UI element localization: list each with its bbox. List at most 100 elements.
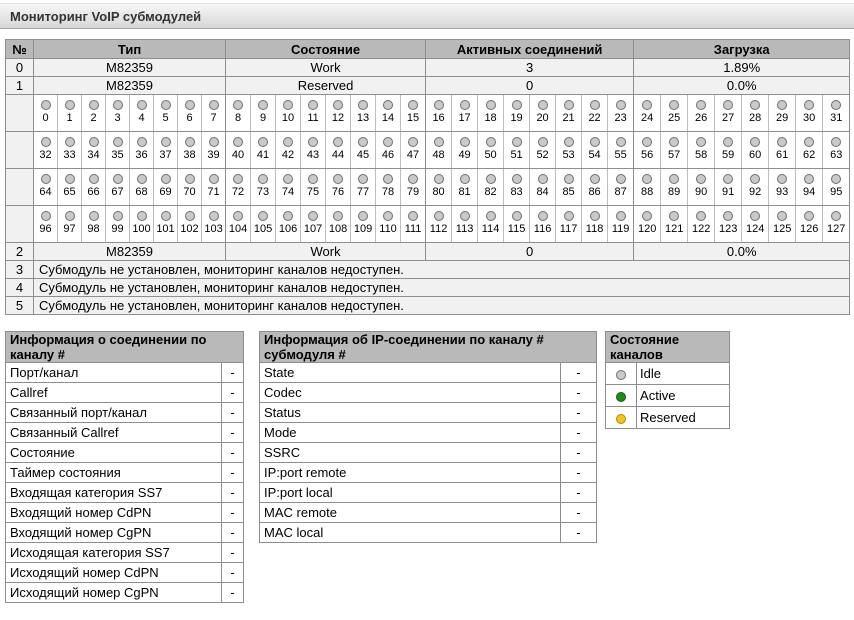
channel-cell-62[interactable]: 62: [795, 131, 824, 169]
channel-cell-6[interactable]: 6: [177, 94, 202, 132]
channel-cell-38[interactable]: 38: [177, 131, 202, 169]
channel-cell-79[interactable]: 79: [400, 168, 427, 206]
channel-cell-19[interactable]: 19: [503, 94, 531, 132]
channel-cell-72[interactable]: 72: [225, 168, 252, 206]
channel-cell-46[interactable]: 46: [375, 131, 402, 169]
channel-cell-25[interactable]: 25: [660, 94, 689, 132]
channel-cell-81[interactable]: 81: [451, 168, 479, 206]
channel-cell-22[interactable]: 22: [581, 94, 609, 132]
channel-cell-47[interactable]: 47: [400, 131, 427, 169]
channel-cell-55[interactable]: 55: [607, 131, 635, 169]
channel-cell-86[interactable]: 86: [581, 168, 609, 206]
channel-cell-42[interactable]: 42: [275, 131, 302, 169]
channel-cell-32[interactable]: 32: [33, 131, 58, 169]
channel-cell-1[interactable]: 1: [57, 94, 82, 132]
channel-cell-64[interactable]: 64: [33, 168, 58, 206]
channel-cell-15[interactable]: 15: [400, 94, 427, 132]
channel-cell-121[interactable]: 121: [660, 205, 689, 243]
channel-cell-54[interactable]: 54: [581, 131, 609, 169]
channel-cell-126[interactable]: 126: [795, 205, 824, 243]
channel-cell-49[interactable]: 49: [451, 131, 479, 169]
channel-cell-100[interactable]: 100: [129, 205, 154, 243]
channel-cell-61[interactable]: 61: [768, 131, 797, 169]
channel-cell-127[interactable]: 127: [822, 205, 851, 243]
channel-cell-24[interactable]: 24: [633, 94, 662, 132]
channel-cell-125[interactable]: 125: [768, 205, 797, 243]
submodule-row-1[interactable]: 1 M82359 Reserved 0 0.0%: [5, 76, 851, 95]
channel-cell-104[interactable]: 104: [225, 205, 252, 243]
channel-cell-103[interactable]: 103: [200, 205, 227, 243]
channel-cell-87[interactable]: 87: [607, 168, 635, 206]
channel-cell-16[interactable]: 16: [425, 94, 453, 132]
channel-cell-50[interactable]: 50: [477, 131, 505, 169]
channel-cell-30[interactable]: 30: [795, 94, 824, 132]
channel-cell-77[interactable]: 77: [350, 168, 377, 206]
channel-cell-111[interactable]: 111: [400, 205, 427, 243]
channel-cell-27[interactable]: 27: [714, 94, 743, 132]
channel-cell-35[interactable]: 35: [105, 131, 130, 169]
channel-cell-13[interactable]: 13: [350, 94, 377, 132]
channel-cell-107[interactable]: 107: [300, 205, 327, 243]
channel-cell-114[interactable]: 114: [477, 205, 505, 243]
channel-cell-88[interactable]: 88: [633, 168, 662, 206]
submodule-row-0[interactable]: 0 M82359 Work 3 1.89%: [5, 58, 851, 77]
channel-cell-101[interactable]: 101: [153, 205, 178, 243]
channel-cell-112[interactable]: 112: [425, 205, 453, 243]
channel-cell-115[interactable]: 115: [503, 205, 531, 243]
channel-cell-91[interactable]: 91: [714, 168, 743, 206]
channel-cell-5[interactable]: 5: [153, 94, 178, 132]
channel-cell-74[interactable]: 74: [275, 168, 302, 206]
channel-cell-70[interactable]: 70: [177, 168, 202, 206]
channel-cell-43[interactable]: 43: [300, 131, 327, 169]
channel-cell-36[interactable]: 36: [129, 131, 154, 169]
channel-cell-105[interactable]: 105: [250, 205, 277, 243]
channel-cell-80[interactable]: 80: [425, 168, 453, 206]
submodule-row-2[interactable]: 2 M82359 Work 0 0.0%: [5, 242, 851, 261]
channel-cell-83[interactable]: 83: [503, 168, 531, 206]
channel-cell-58[interactable]: 58: [687, 131, 716, 169]
channel-cell-39[interactable]: 39: [200, 131, 227, 169]
channel-cell-45[interactable]: 45: [350, 131, 377, 169]
channel-cell-37[interactable]: 37: [153, 131, 178, 169]
channel-cell-73[interactable]: 73: [250, 168, 277, 206]
channel-cell-2[interactable]: 2: [81, 94, 106, 132]
channel-cell-82[interactable]: 82: [477, 168, 505, 206]
channel-cell-108[interactable]: 108: [325, 205, 352, 243]
channel-cell-94[interactable]: 94: [795, 168, 824, 206]
channel-cell-40[interactable]: 40: [225, 131, 252, 169]
channel-cell-85[interactable]: 85: [555, 168, 583, 206]
channel-cell-26[interactable]: 26: [687, 94, 716, 132]
channel-cell-120[interactable]: 120: [633, 205, 662, 243]
channel-cell-119[interactable]: 119: [607, 205, 635, 243]
channel-cell-96[interactable]: 96: [33, 205, 58, 243]
channel-cell-4[interactable]: 4: [129, 94, 154, 132]
channel-cell-118[interactable]: 118: [581, 205, 609, 243]
channel-cell-90[interactable]: 90: [687, 168, 716, 206]
channel-cell-48[interactable]: 48: [425, 131, 453, 169]
channel-cell-89[interactable]: 89: [660, 168, 689, 206]
channel-cell-67[interactable]: 67: [105, 168, 130, 206]
channel-cell-56[interactable]: 56: [633, 131, 662, 169]
channel-cell-102[interactable]: 102: [177, 205, 202, 243]
channel-cell-28[interactable]: 28: [741, 94, 770, 132]
channel-cell-52[interactable]: 52: [529, 131, 557, 169]
channel-cell-92[interactable]: 92: [741, 168, 770, 206]
channel-cell-7[interactable]: 7: [200, 94, 227, 132]
channel-cell-51[interactable]: 51: [503, 131, 531, 169]
channel-cell-122[interactable]: 122: [687, 205, 716, 243]
channel-cell-21[interactable]: 21: [555, 94, 583, 132]
channel-cell-10[interactable]: 10: [275, 94, 302, 132]
channel-cell-106[interactable]: 106: [275, 205, 302, 243]
channel-cell-33[interactable]: 33: [57, 131, 82, 169]
channel-cell-53[interactable]: 53: [555, 131, 583, 169]
channel-cell-84[interactable]: 84: [529, 168, 557, 206]
channel-cell-23[interactable]: 23: [607, 94, 635, 132]
submodule-row-4[interactable]: 4 Субмодуль не установлен, мониторинг кан…: [5, 278, 851, 297]
channel-cell-0[interactable]: 0: [33, 94, 58, 132]
channel-cell-8[interactable]: 8: [225, 94, 252, 132]
channel-cell-65[interactable]: 65: [57, 168, 82, 206]
submodule-row-3[interactable]: 3 Субмодуль не установлен, мониторинг кан…: [5, 260, 851, 279]
channel-cell-41[interactable]: 41: [250, 131, 277, 169]
channel-cell-18[interactable]: 18: [477, 94, 505, 132]
channel-cell-31[interactable]: 31: [822, 94, 851, 132]
